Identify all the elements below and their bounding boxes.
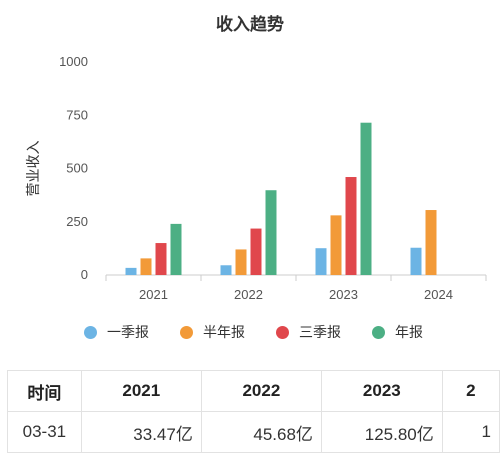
y-axis-label: 营业收入 [25, 141, 41, 197]
y-tick-label: 500 [66, 161, 88, 176]
x-tick-label: 2024 [424, 287, 453, 302]
legend-label: 一季报 [107, 324, 149, 340]
legend-marker-icon [276, 325, 289, 339]
bar [140, 258, 152, 275]
x-tick-label: 2022 [234, 287, 263, 302]
y-tick-label: 750 [66, 107, 88, 122]
legend-item[interactable]: 一季报 [84, 322, 149, 342]
legend-item[interactable]: 半年报 [180, 322, 245, 342]
y-tick-label: 1000 [59, 54, 88, 69]
table-header-cell: 2 [441, 370, 500, 412]
bar [410, 247, 422, 275]
y-tick-label: 250 [66, 214, 88, 229]
legend-marker-icon [84, 325, 97, 339]
bar [250, 228, 262, 275]
legend-item[interactable]: 年报 [372, 322, 423, 342]
bar [235, 249, 247, 275]
bar [315, 248, 327, 275]
data-table: 时间 2021 2022 2023 2 03-31 33.47亿 45.68亿 … [7, 370, 500, 453]
chart-legend: 一季报 半年报 三季报 年报 [0, 322, 500, 346]
legend-marker-icon [180, 325, 193, 339]
legend-label: 半年报 [203, 324, 245, 340]
bar [360, 122, 372, 275]
table-header-cell: 时间 [7, 370, 82, 412]
bar [125, 267, 137, 275]
table-cell: 125.80亿 [320, 411, 443, 453]
y-tick-label: 0 [81, 267, 88, 282]
bar [170, 223, 182, 275]
chart-title: 收入趋势 [216, 15, 284, 34]
bar [265, 190, 277, 275]
table-cell: 1 [441, 411, 500, 453]
bar [220, 265, 232, 275]
table-cell: 45.68亿 [200, 411, 322, 453]
table-row: 03-31 33.47亿 45.68亿 125.80亿 1 [7, 411, 500, 453]
bar-chart: 0 250 500 750 1000 营业收入 2021 2022 2023 2024 [25, 54, 487, 302]
table-header-row: 时间 2021 2022 2023 2 [7, 370, 500, 412]
legend-label: 年报 [395, 324, 423, 340]
table-cell: 33.47亿 [80, 411, 202, 453]
x-tick-label: 2021 [139, 287, 168, 302]
table-header-cell: 2021 [80, 370, 202, 412]
table-header-cell: 2022 [200, 370, 322, 412]
bar [330, 215, 342, 275]
table-header-cell: 2023 [320, 370, 443, 412]
bar [425, 210, 437, 275]
legend-marker-icon [372, 325, 385, 339]
legend-item[interactable]: 三季报 [276, 322, 341, 342]
bar [155, 243, 167, 275]
bar [345, 177, 357, 275]
x-tick-label: 2023 [329, 287, 358, 302]
legend-label: 三季报 [299, 324, 341, 340]
table-cell: 03-31 [7, 411, 82, 453]
